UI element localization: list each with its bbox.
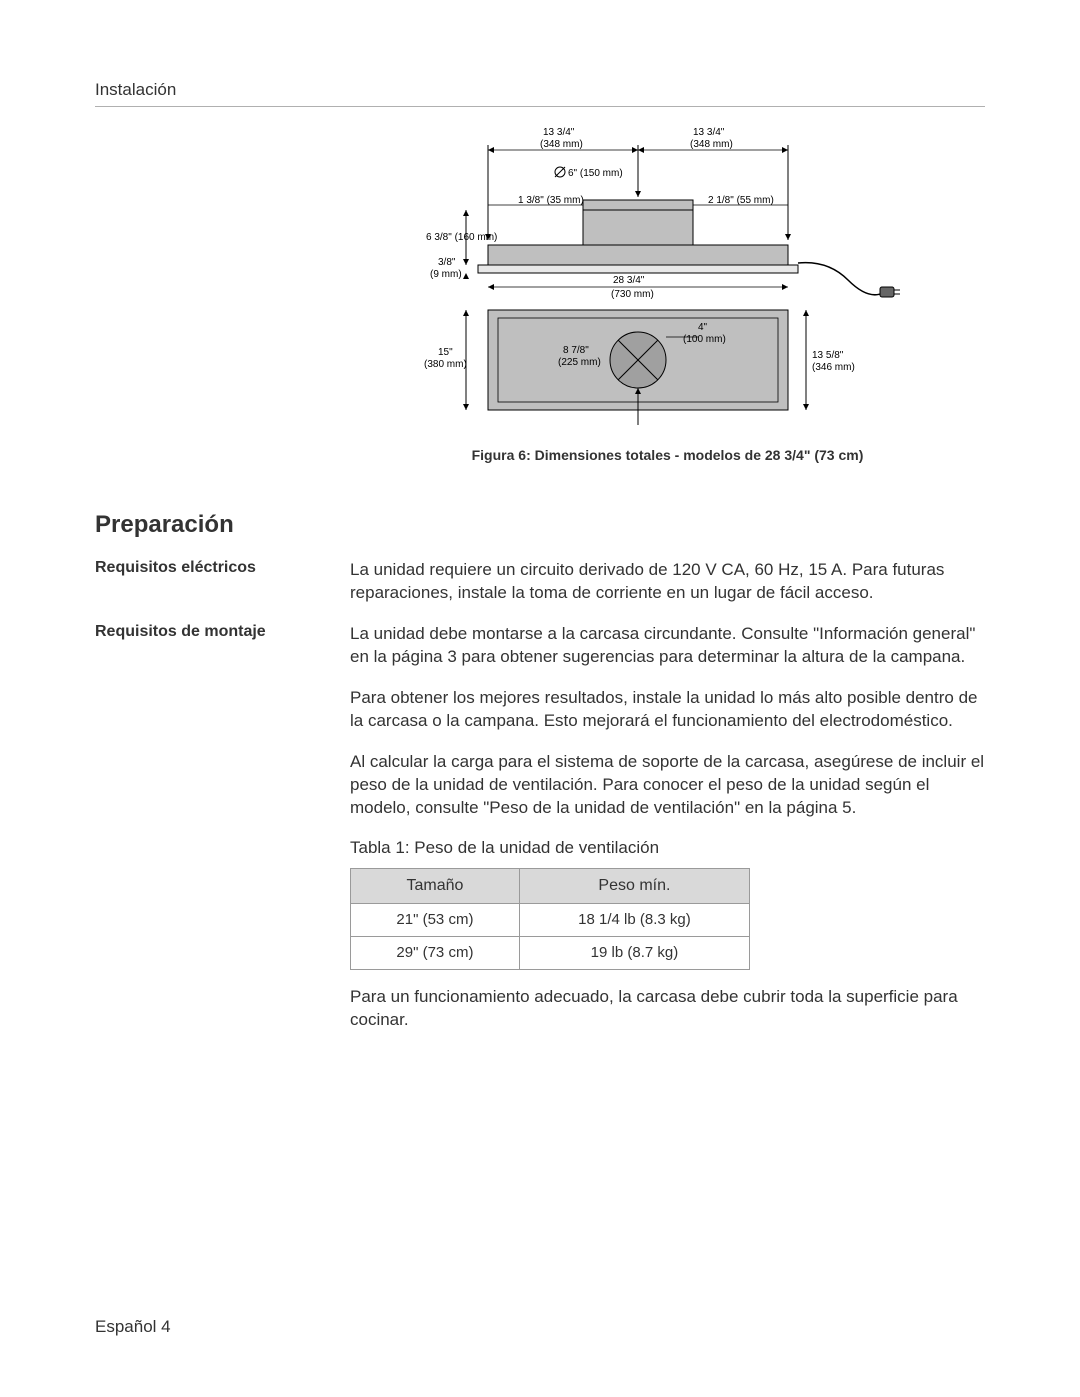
dim-top-left-in: 13 3/4" [543, 127, 575, 138]
cell-size-0: 21" (53 cm) [351, 903, 520, 936]
header-section: Instalación [95, 80, 985, 100]
dim-diameter: 6" (150 mm) [568, 168, 623, 179]
table-header-row: Tamaño Peso mín. [351, 869, 750, 904]
cell-size-1: 29" (73 cm) [351, 937, 520, 970]
dim-left-small-mm: (9 mm) [430, 269, 462, 280]
figure-block: 13 3/4" (348 mm) 13 3/4" (348 mm) 6" (15… [350, 115, 985, 463]
dim-left-top: 6 3/8" (160 mm) [426, 232, 497, 243]
weight-table: Tamaño Peso mín. 21" (53 cm) 18 1/4 lb (… [350, 868, 750, 970]
table-caption: Tabla 1: Peso de la unidad de ventilació… [350, 837, 985, 860]
dim-side-in: 13 5/8" [812, 350, 844, 361]
dim-top-right-in: 13 3/4" [693, 127, 725, 138]
mounting-p1: La unidad debe montarse a la carcasa cir… [350, 623, 985, 669]
header-rule [95, 106, 985, 107]
mounting-p3: Al calcular la carga para el sistema de … [350, 751, 985, 820]
label-electrical: Requisitos eléctricos [95, 559, 350, 577]
page-footer: Español 4 [95, 1317, 171, 1337]
dim-left-edge: 1 3/8" (35 mm) [518, 195, 584, 206]
dim-top-left-mm: (348 mm) [540, 139, 583, 150]
dim-left-small-in: 3/8" [438, 257, 456, 268]
dim-front-h-mm: (380 mm) [424, 359, 467, 370]
table-row: 21" (53 cm) 18 1/4 lb (8.3 kg) [351, 903, 750, 936]
dim-side-mm: (346 mm) [812, 362, 855, 373]
dim-front-r-in: 4" [698, 322, 708, 333]
dim-center-in: 28 3/4" [613, 275, 645, 286]
col-size: Tamaño [351, 869, 520, 904]
dim-right-edge: 2 1/8" (55 mm) [708, 195, 774, 206]
cell-weight-1: 19 lb (8.7 kg) [519, 937, 749, 970]
dimensions-diagram: 13 3/4" (348 mm) 13 3/4" (348 mm) 6" (15… [408, 115, 928, 435]
col-weight: Peso mín. [519, 869, 749, 904]
dim-front-c-in: 8 7/8" [563, 345, 589, 356]
cell-weight-0: 18 1/4 lb (8.3 kg) [519, 903, 749, 936]
label-mounting: Requisitos de montaje [95, 623, 350, 641]
table-row: 29" (73 cm) 19 lb (8.7 kg) [351, 937, 750, 970]
dim-top-right-mm: (348 mm) [690, 139, 733, 150]
dim-front-r-mm: (100 mm) [683, 334, 726, 345]
mounting-p4: Para un funcionamiento adecuado, la carc… [350, 986, 985, 1032]
mounting-p2: Para obtener los mejores resultados, ins… [350, 687, 985, 733]
dim-front-c-mm: (225 mm) [558, 357, 601, 368]
dim-center-mm: (730 mm) [611, 289, 654, 300]
figure-caption: Figura 6: Dimensiones totales - modelos … [350, 447, 985, 463]
section-title-preparation: Preparación [95, 511, 985, 539]
dim-front-h-in: 15" [438, 347, 453, 358]
electrical-text: La unidad requiere un circuito derivado … [350, 559, 985, 605]
